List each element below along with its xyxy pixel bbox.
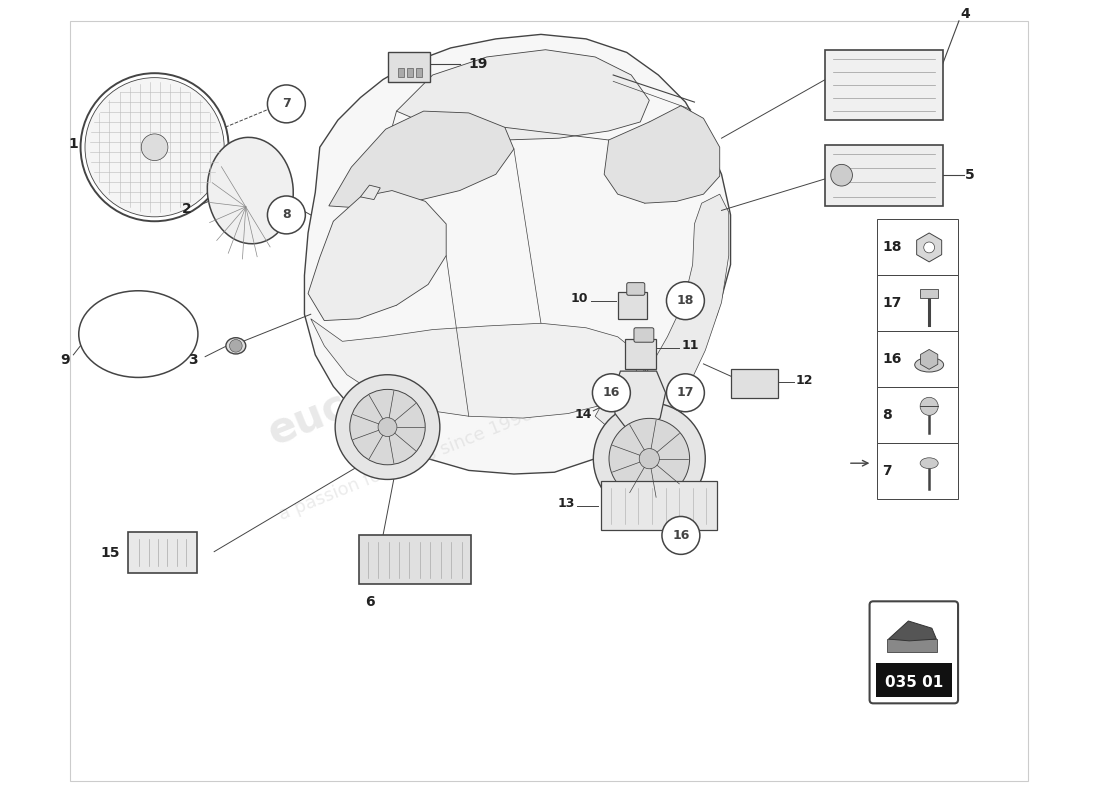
Polygon shape	[396, 50, 649, 140]
Circle shape	[267, 85, 306, 123]
Text: 4: 4	[960, 6, 970, 21]
Bar	[877, 275, 958, 331]
FancyBboxPatch shape	[359, 535, 471, 584]
FancyBboxPatch shape	[129, 532, 197, 574]
Bar	[407, 68, 412, 77]
Text: 17: 17	[676, 386, 694, 399]
FancyBboxPatch shape	[825, 145, 943, 206]
Bar	[877, 443, 958, 499]
Text: 18: 18	[676, 294, 694, 307]
Text: 16: 16	[603, 386, 620, 399]
Polygon shape	[311, 318, 645, 418]
Circle shape	[830, 164, 852, 186]
Ellipse shape	[79, 290, 198, 378]
Circle shape	[230, 339, 242, 352]
FancyBboxPatch shape	[388, 51, 430, 82]
FancyBboxPatch shape	[625, 338, 656, 370]
Text: 11: 11	[681, 339, 698, 352]
Bar	[417, 68, 421, 77]
Bar	[877, 331, 958, 387]
Circle shape	[378, 418, 397, 437]
Text: 2: 2	[183, 202, 192, 216]
Circle shape	[593, 402, 705, 514]
FancyBboxPatch shape	[825, 50, 943, 120]
Circle shape	[662, 517, 700, 554]
Polygon shape	[361, 185, 381, 199]
Polygon shape	[595, 194, 728, 436]
Circle shape	[667, 282, 704, 320]
Bar	[887, 639, 937, 652]
Bar	[877, 219, 958, 275]
Circle shape	[609, 418, 690, 499]
Polygon shape	[613, 371, 666, 431]
Text: 8: 8	[282, 209, 290, 222]
Polygon shape	[604, 106, 719, 203]
Text: 7: 7	[882, 464, 892, 478]
Text: 13: 13	[558, 498, 575, 510]
Circle shape	[667, 374, 704, 412]
Text: 3: 3	[188, 354, 198, 367]
Text: 7: 7	[282, 98, 290, 110]
Text: a passion for parts since 1998: a passion for parts since 1998	[276, 406, 536, 525]
Polygon shape	[305, 34, 730, 474]
Text: 035 01: 035 01	[884, 675, 943, 690]
Circle shape	[336, 374, 440, 479]
Circle shape	[350, 390, 426, 465]
Ellipse shape	[207, 138, 294, 244]
Bar	[876, 663, 952, 697]
Polygon shape	[916, 233, 942, 262]
Polygon shape	[889, 621, 936, 641]
Bar	[877, 387, 958, 443]
Text: 10: 10	[571, 292, 588, 306]
Text: 12: 12	[795, 374, 813, 386]
Ellipse shape	[915, 358, 944, 372]
Circle shape	[924, 242, 935, 253]
Bar	[920, 289, 938, 298]
Text: 18: 18	[882, 241, 902, 254]
Circle shape	[80, 73, 229, 222]
Text: eucarparts: eucarparts	[262, 319, 513, 454]
FancyBboxPatch shape	[627, 282, 645, 295]
Circle shape	[267, 196, 306, 234]
Text: 6: 6	[364, 595, 374, 610]
Polygon shape	[921, 350, 938, 370]
Polygon shape	[308, 190, 447, 321]
Text: 5: 5	[965, 168, 975, 182]
FancyBboxPatch shape	[634, 328, 653, 342]
FancyBboxPatch shape	[870, 602, 958, 703]
Text: 16: 16	[672, 529, 690, 542]
Text: 8: 8	[882, 408, 892, 422]
Ellipse shape	[226, 338, 245, 354]
Circle shape	[593, 374, 630, 412]
Text: 15: 15	[100, 546, 120, 559]
FancyBboxPatch shape	[730, 370, 778, 398]
Polygon shape	[329, 111, 514, 209]
Circle shape	[141, 134, 168, 161]
Text: 17: 17	[882, 297, 902, 310]
FancyBboxPatch shape	[601, 482, 717, 530]
Circle shape	[85, 78, 224, 217]
Ellipse shape	[920, 458, 938, 469]
Text: 9: 9	[60, 354, 70, 367]
Text: 1: 1	[68, 137, 78, 150]
Circle shape	[639, 449, 659, 469]
Text: 14: 14	[574, 408, 592, 421]
Text: 16: 16	[882, 352, 902, 366]
FancyBboxPatch shape	[618, 292, 647, 318]
Bar	[398, 68, 404, 77]
Circle shape	[920, 398, 938, 415]
Text: 19: 19	[469, 57, 487, 71]
